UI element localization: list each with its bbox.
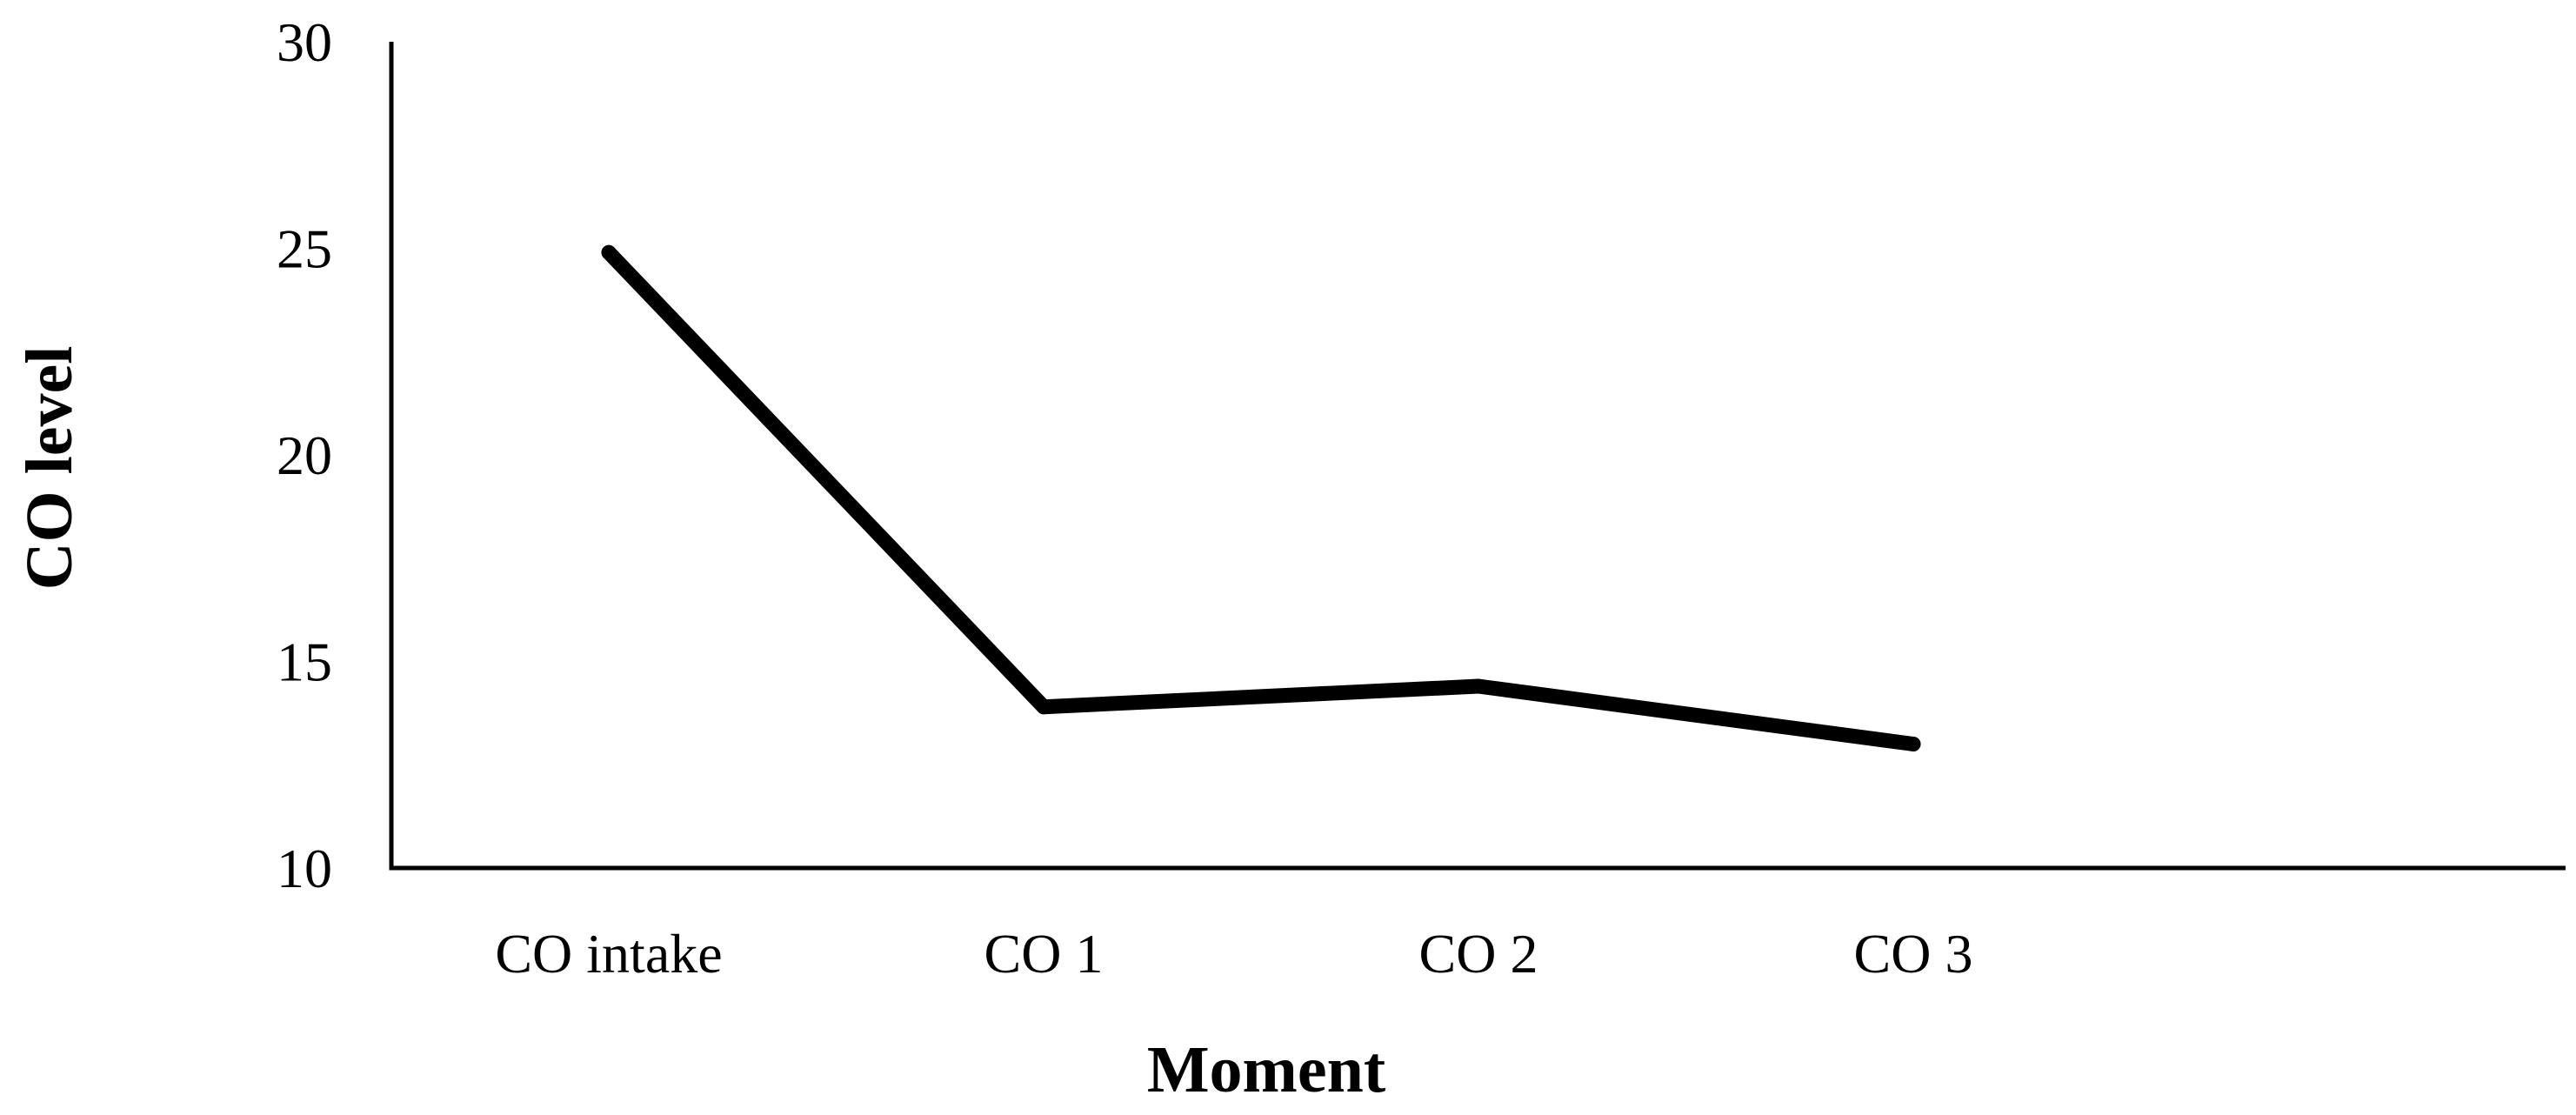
data-point [1905,737,1921,751]
y-tick-label: 20 [277,424,332,486]
data-point [601,244,617,260]
y-axis-title: CO level [13,346,86,591]
y-axis-ticks: 10 15 20 25 30 [277,11,332,899]
data-point [1471,678,1486,694]
y-tick-label: 30 [277,11,332,73]
x-tick-label: CO 2 [1419,923,1538,985]
x-axis-title: Moment [1147,1033,1385,1106]
x-tick-label: CO intake [495,923,722,985]
x-axis-ticks: CO intake CO 1 CO 2 CO 3 [495,923,1972,985]
series-line [601,244,1921,751]
series-group [601,244,1921,751]
data-point [1036,699,1051,715]
y-tick-label: 10 [277,838,332,899]
x-tick-label: CO 3 [1854,923,1973,985]
x-tick-label: CO 1 [984,923,1104,985]
y-tick-label: 25 [277,218,332,280]
y-tick-label: 15 [277,631,332,693]
